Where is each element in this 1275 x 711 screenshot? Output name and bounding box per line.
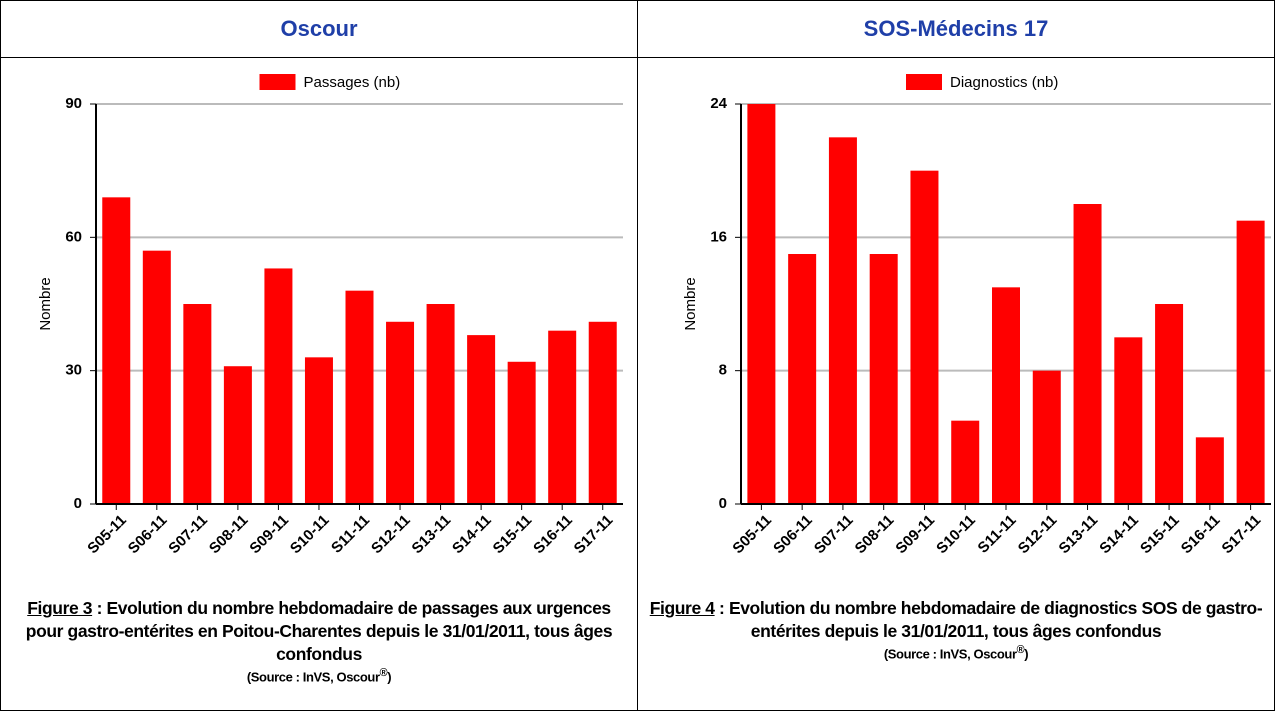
panel-title: SOS-Médecins 17 xyxy=(638,1,1274,58)
x-tick-label: S09-11 xyxy=(892,512,938,558)
bar xyxy=(304,357,333,504)
x-tick-label: S16-11 xyxy=(1178,512,1224,558)
x-tick-label: S10-11 xyxy=(933,512,979,558)
figure-caption: Figure 4 : Evolution du nombre hebdomada… xyxy=(646,597,1266,661)
source-close: ) xyxy=(1024,646,1029,662)
bar xyxy=(386,321,415,504)
source-text: (Source : InVS, Oscour xyxy=(883,646,1017,662)
x-tick-label: S11-11 xyxy=(975,512,1020,557)
x-tick-label: S07-11 xyxy=(811,512,857,558)
x-tick-label: S11-11 xyxy=(328,512,373,557)
y-tick-label: 16 xyxy=(710,228,727,245)
bar xyxy=(345,290,374,504)
y-axis-label: Nombre xyxy=(37,277,54,330)
x-tick-label: S06-11 xyxy=(125,512,171,558)
chart-panel: SOS-Médecins 17 0 8 16 24 Nombre Diagnostics (… xyxy=(637,1,1274,710)
y-tick-label: 90 xyxy=(65,95,82,112)
x-tick-label: S17-11 xyxy=(1219,512,1265,558)
panel-title: Oscour xyxy=(1,1,637,58)
bar xyxy=(1236,220,1265,504)
x-tick-label: S12-11 xyxy=(1015,512,1061,558)
caption-text: : Evolution du nombre hebdomadaire de pa… xyxy=(25,598,613,664)
source: (Source : InVS, Oscour®) xyxy=(646,643,1266,661)
bar xyxy=(223,366,252,504)
source-close: ) xyxy=(387,669,392,685)
y-axis-label: Nombre xyxy=(682,277,699,330)
chart: 0 8 16 24 Nombre Diagnostics (nb) S05-11S06-11… xyxy=(682,74,1271,558)
chart-panel: Oscour 0 30 60 90 Nombre Passages (nb) S05-11 S0… xyxy=(1,1,637,710)
bar xyxy=(142,250,171,504)
bar xyxy=(951,420,980,504)
source-mark: ® xyxy=(379,667,388,679)
bar xyxy=(183,304,212,504)
x-tick-label: S14-11 xyxy=(449,512,495,558)
bar xyxy=(264,268,293,504)
x-tick-label: S10-11 xyxy=(287,512,333,558)
bar xyxy=(467,335,496,504)
bar xyxy=(828,137,857,504)
y-tick-label: 0 xyxy=(74,495,82,512)
x-tick-label: S09-11 xyxy=(246,512,292,558)
bar xyxy=(1195,437,1224,504)
x-tick-label: S08-11 xyxy=(852,512,898,558)
source-mark: ® xyxy=(1016,644,1025,656)
y-tick-label: 30 xyxy=(65,362,82,379)
figure-label: Figure 3 xyxy=(27,598,93,618)
bar xyxy=(548,330,577,504)
x-tick-label: S06-11 xyxy=(770,512,816,558)
y-tick-label: 8 xyxy=(719,362,727,379)
bar xyxy=(747,104,776,504)
legend-label: Diagnostics (nb) xyxy=(950,74,1058,91)
bar xyxy=(1114,337,1143,504)
caption-text: : Evolution du nombre hebdomadaire de di… xyxy=(714,598,1263,641)
x-tick-label: S13-11 xyxy=(1056,512,1102,558)
bar xyxy=(1032,370,1061,504)
y-tick-label: 24 xyxy=(710,95,727,112)
figure-label: Figure 4 xyxy=(649,598,715,618)
x-tick-label: S08-11 xyxy=(206,512,252,558)
x-tick-label: S05-11 xyxy=(84,512,130,558)
source-text: (Source : InVS, Oscour xyxy=(246,669,380,685)
y-tick-label: 0 xyxy=(719,495,727,512)
x-tick-label: S05-11 xyxy=(729,512,775,558)
bar xyxy=(992,287,1020,504)
legend-swatch xyxy=(906,74,942,90)
x-tick-label: S12-11 xyxy=(368,512,414,558)
bar xyxy=(507,361,536,504)
x-tick-label: S17-11 xyxy=(571,512,617,558)
bar xyxy=(1073,204,1102,504)
bar xyxy=(910,170,939,504)
x-tick-label: S15-11 xyxy=(490,512,536,558)
legend-label: Passages (nb) xyxy=(304,74,401,91)
bar xyxy=(426,304,455,504)
x-tick-label: S07-11 xyxy=(165,512,211,558)
x-tick-label: S13-11 xyxy=(409,512,455,558)
x-tick-label: S16-11 xyxy=(530,512,576,558)
bar xyxy=(588,321,617,504)
bar xyxy=(869,254,898,504)
x-tick-label: S14-11 xyxy=(1096,512,1142,558)
legend-swatch xyxy=(259,74,296,90)
y-tick-label: 60 xyxy=(65,228,82,245)
bar xyxy=(788,254,817,504)
bar xyxy=(102,197,131,505)
figure-caption: Figure 3 : Evolution du nombre hebdomada… xyxy=(9,597,629,684)
source: (Source : InVS, Oscour®) xyxy=(9,666,629,684)
x-tick-label: S15-11 xyxy=(1137,512,1183,558)
bar xyxy=(1155,304,1184,504)
